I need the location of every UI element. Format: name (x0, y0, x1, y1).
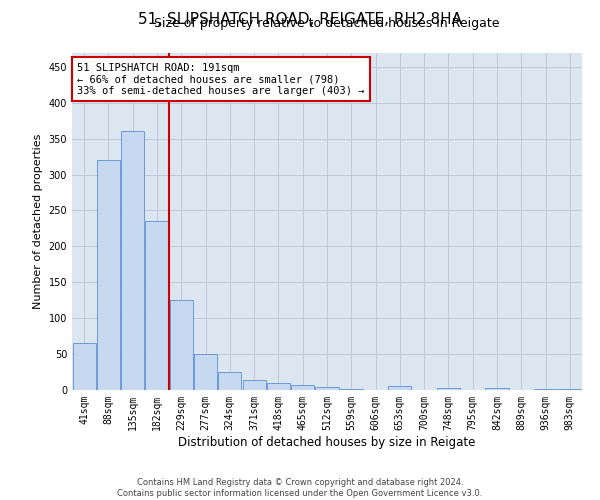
Bar (121, 132, 144, 390)
Title: Size of property relative to detached houses in Reigate: Size of property relative to detached ho… (154, 18, 500, 30)
Text: Contains HM Land Registry data © Crown copyright and database right 2024.
Contai: Contains HM Land Registry data © Crown c… (118, 478, 482, 498)
Bar (267, 383, 290, 390)
Bar (242, 380, 266, 390)
Bar (388, 386, 412, 390)
Bar (534, 388, 557, 390)
Bar (97, 160, 120, 390)
Bar (485, 388, 509, 390)
Bar (194, 354, 217, 390)
Bar (316, 387, 338, 390)
Text: 51 SLIPSHATCH ROAD: 191sqm
← 66% of detached houses are smaller (798)
33% of sem: 51 SLIPSHATCH ROAD: 191sqm ← 66% of deta… (77, 62, 365, 96)
X-axis label: Distribution of detached houses by size in Reigate: Distribution of detached houses by size … (178, 436, 476, 448)
Bar (437, 388, 460, 390)
Text: 51, SLIPSHATCH ROAD, REIGATE, RH2 8HA: 51, SLIPSHATCH ROAD, REIGATE, RH2 8HA (138, 12, 462, 28)
Bar (170, 300, 193, 390)
Bar (73, 344, 95, 390)
Y-axis label: Number of detached properties: Number of detached properties (33, 134, 43, 309)
Bar (218, 372, 241, 390)
Bar (559, 388, 581, 390)
Bar (145, 221, 169, 390)
Bar (291, 385, 314, 390)
